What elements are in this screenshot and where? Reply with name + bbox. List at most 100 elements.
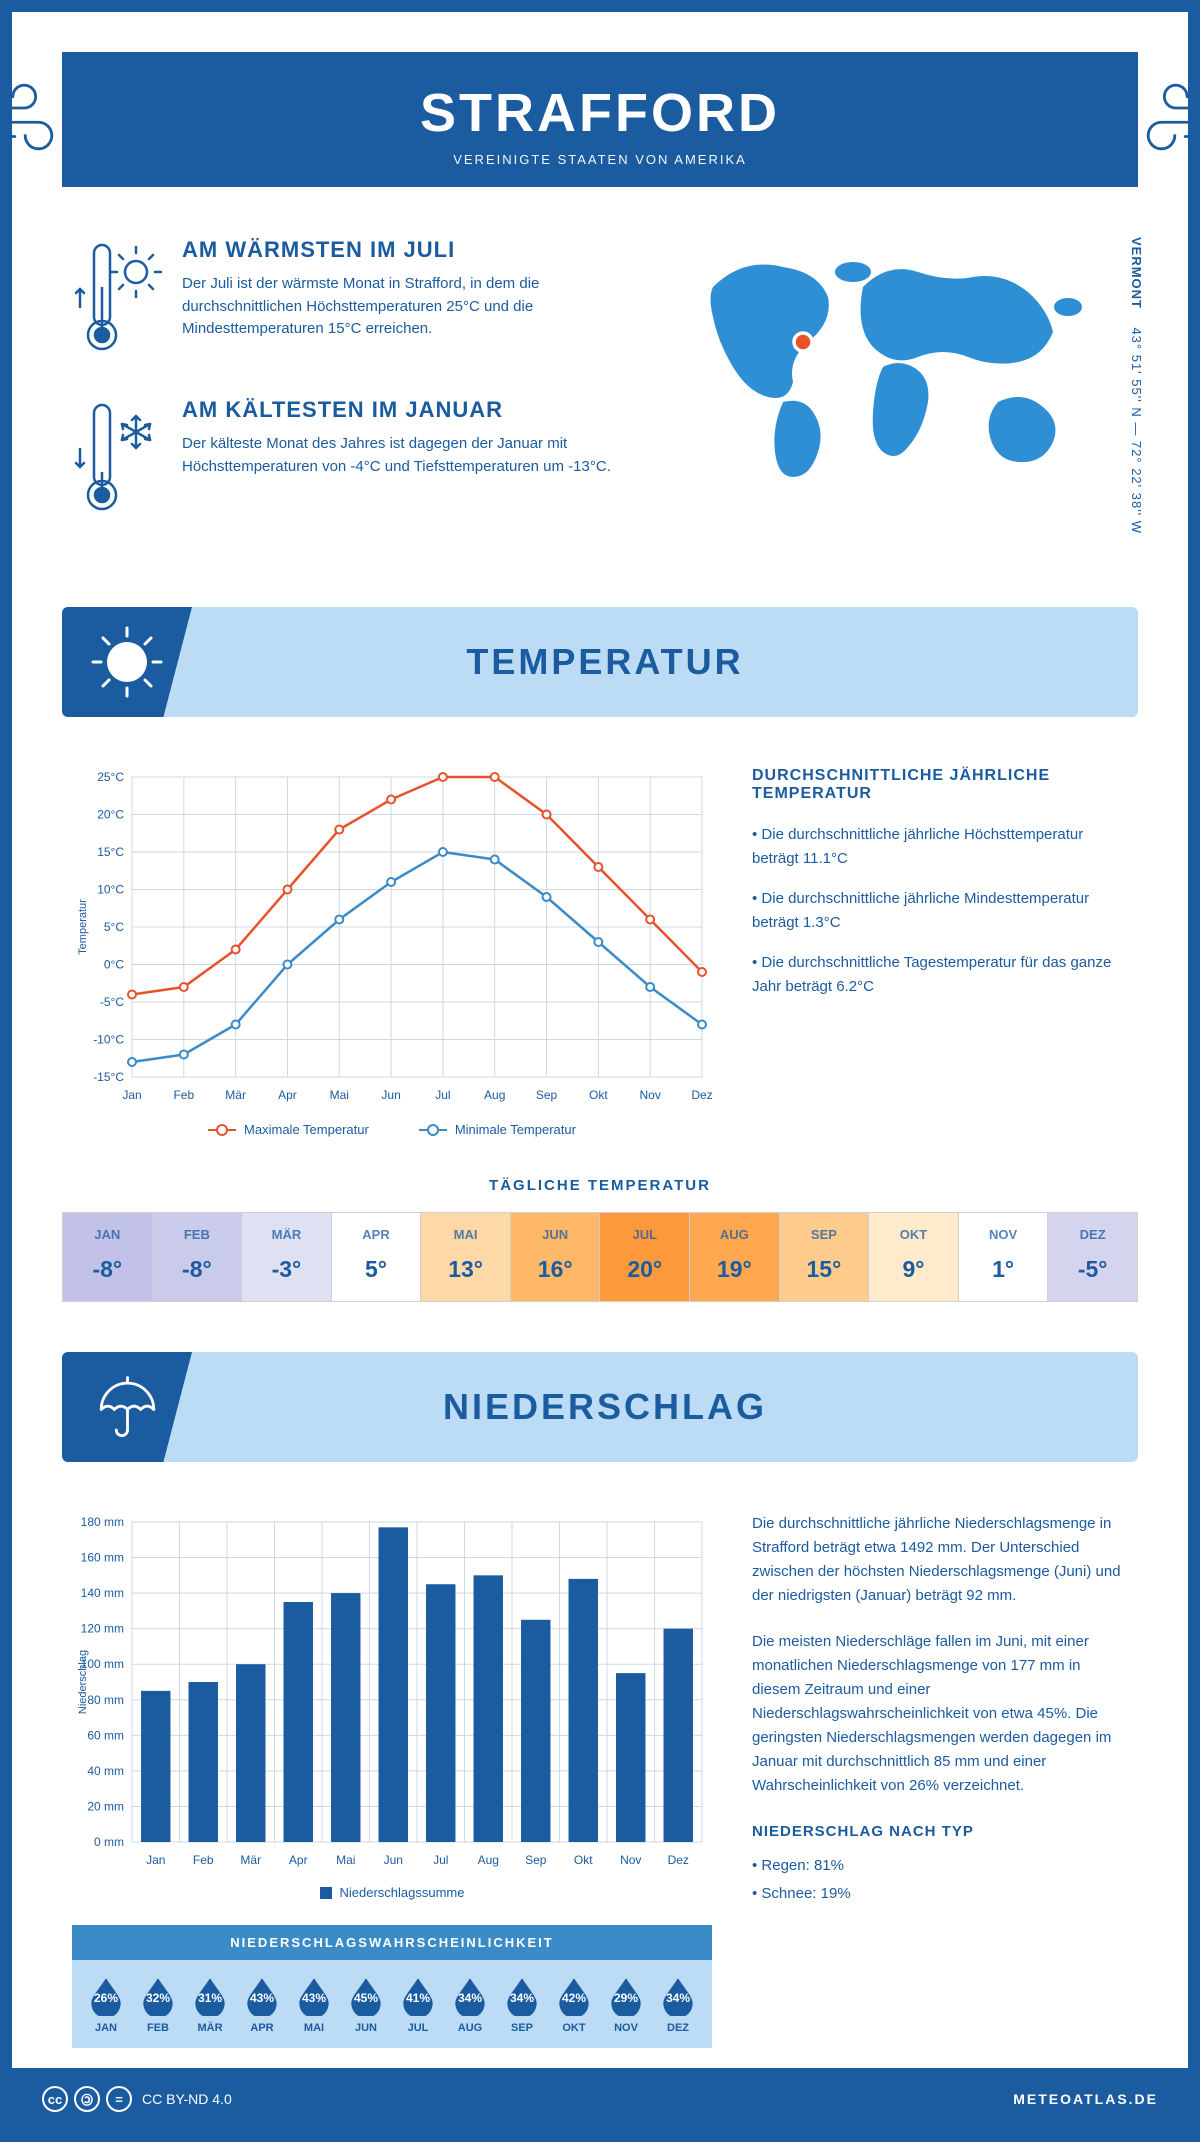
svg-text:Mär: Mär: [240, 1853, 261, 1867]
raindrop-icon: 31%: [189, 1974, 231, 2016]
svg-text:Temperatur: Temperatur: [77, 899, 89, 955]
svg-text:0 mm: 0 mm: [94, 1835, 124, 1849]
license-label: CC BY-ND 4.0: [142, 2091, 232, 2107]
prob-month: MAI: [288, 2022, 340, 2034]
raindrop-icon: 41%: [397, 1974, 439, 2016]
daily-month: FEB: [153, 1227, 242, 1242]
svg-text:Jan: Jan: [122, 1088, 141, 1102]
prob-month: OKT: [548, 2022, 600, 2034]
svg-text:Jun: Jun: [384, 1853, 403, 1867]
prob-cell: 34%DEZ: [652, 1974, 704, 2034]
svg-text:Apr: Apr: [278, 1088, 297, 1102]
svg-text:Sep: Sep: [525, 1853, 547, 1867]
precip-info: Die durchschnittliche jährliche Niedersc…: [752, 1512, 1128, 2048]
prob-cell: 43% MAI: [288, 1974, 340, 2034]
svg-text:40 mm: 40 mm: [87, 1764, 124, 1778]
precip-p1: Die durchschnittliche jährliche Niedersc…: [752, 1512, 1128, 1608]
prob-cell: 42%OKT: [548, 1974, 600, 2034]
daily-month: MAI: [421, 1227, 510, 1242]
brand-label: METEOATLAS.DE: [1013, 2091, 1158, 2107]
precip-type-title: NIEDERSCHLAG NACH TYP: [752, 1820, 1128, 1844]
daily-value: -3°: [242, 1256, 331, 1283]
daily-value: 16°: [511, 1256, 600, 1283]
svg-text:Dez: Dez: [668, 1853, 689, 1867]
prob-value: 31%: [198, 1991, 222, 2005]
daily-value: 5°: [332, 1256, 421, 1283]
daily-month: DEZ: [1048, 1227, 1137, 1242]
svg-text:Mär: Mär: [225, 1088, 246, 1102]
nd-icon: =: [106, 2086, 132, 2112]
warmest-title: AM WÄRMSTEN IM JULI: [182, 237, 648, 263]
temp-bullet: • Die durchschnittliche Tagestemperatur …: [752, 951, 1128, 999]
prob-value: 32%: [146, 1991, 170, 2005]
raindrop-icon: 45%: [345, 1974, 387, 2016]
temperature-title: TEMPERATUR: [192, 641, 1138, 683]
sun-icon: [62, 607, 192, 717]
thermometer-snow-icon: [72, 397, 162, 522]
temperature-chart: -15°C-10°C-5°C0°C5°C10°C15°C20°C25°CJanF…: [72, 767, 712, 1137]
daily-cell: OKT9°: [869, 1213, 959, 1301]
coldest-text: Der kälteste Monat des Jahres ist dagege…: [182, 433, 648, 478]
precip-p2: Die meisten Niederschläge fallen im Juni…: [752, 1630, 1128, 1798]
region-label: VERMONT: [1129, 237, 1144, 309]
svg-text:180 mm: 180 mm: [81, 1515, 124, 1529]
prob-cell: 43%APR: [236, 1974, 288, 2034]
daily-month: JUL: [600, 1227, 689, 1242]
world-map: VERMONT 43° 51' 55'' N — 72° 22' 38'' W: [688, 237, 1128, 557]
umbrella-icon: [62, 1352, 192, 1462]
temp-side-title: DURCHSCHNITTLICHE JÄHRLICHE TEMPERATUR: [752, 767, 1128, 803]
prob-cell: 45%JUN: [340, 1974, 392, 2034]
legend-max-label: Maximale Temperatur: [244, 1122, 369, 1137]
prob-value: 34%: [510, 1991, 534, 2005]
daily-month: NOV: [959, 1227, 1048, 1242]
temp-annual-info: DURCHSCHNITTLICHE JÄHRLICHE TEMPERATUR •…: [752, 767, 1128, 1137]
prob-value: 29%: [614, 1991, 638, 2005]
prob-value: 43%: [302, 1991, 326, 2005]
svg-text:Mai: Mai: [330, 1088, 349, 1102]
daily-month: SEP: [780, 1227, 869, 1242]
raindrop-icon: 34%: [657, 1974, 699, 2016]
temperature-banner: TEMPERATUR: [62, 607, 1138, 717]
daily-temp-title: TÄGLICHE TEMPERATUR: [12, 1177, 1188, 1194]
svg-text:Feb: Feb: [193, 1853, 214, 1867]
prob-value: 34%: [666, 1991, 690, 2005]
thermometer-sun-icon: [72, 237, 162, 362]
prob-cell: 34%AUG: [444, 1974, 496, 2034]
legend-min-label: Minimale Temperatur: [455, 1122, 576, 1137]
prob-value: 34%: [458, 1991, 482, 2005]
svg-text:80 mm: 80 mm: [87, 1693, 124, 1707]
svg-text:140 mm: 140 mm: [81, 1586, 124, 1600]
temp-bullet: • Die durchschnittliche jährliche Höchst…: [752, 823, 1128, 871]
coords-value: 43° 51' 55'' N — 72° 22' 38'' W: [1129, 327, 1144, 534]
daily-value: 13°: [421, 1256, 510, 1283]
prob-cell: 29%NOV: [600, 1974, 652, 2034]
daily-cell: MÄR -3°: [242, 1213, 332, 1301]
precip-rain: • Regen: 81%: [752, 1854, 1128, 1878]
svg-text:Nov: Nov: [620, 1853, 641, 1867]
svg-text:5°C: 5°C: [104, 920, 124, 934]
raindrop-icon: 26%: [85, 1974, 127, 2016]
prob-value: 26%: [94, 1991, 118, 2005]
raindrop-icon: 34%: [501, 1974, 543, 2016]
svg-text:Niederschlag: Niederschlag: [77, 1650, 89, 1714]
svg-text:Aug: Aug: [484, 1088, 505, 1102]
prob-cell: 26%JAN: [80, 1974, 132, 2034]
daily-value: 15°: [780, 1256, 869, 1283]
header: STRAFFORD VEREINIGTE STAATEN VON AMERIKA: [62, 52, 1138, 187]
temp-legend: Maximale Temperatur Minimale Temperatur: [72, 1122, 712, 1137]
warmest-text: Der Juli ist der wärmste Monat in Straff…: [182, 273, 648, 341]
by-icon: 🄯: [74, 2086, 100, 2112]
prob-value: 43%: [250, 1991, 274, 2005]
precip-snow: • Schnee: 19%: [752, 1882, 1128, 1906]
summary-row: AM WÄRMSTEN IM JULI Der Juli ist der wär…: [12, 187, 1188, 587]
svg-text:160 mm: 160 mm: [81, 1551, 124, 1565]
raindrop-icon: 34%: [449, 1974, 491, 2016]
daily-cell: MAI 13°: [421, 1213, 511, 1301]
daily-value: -8°: [153, 1256, 242, 1283]
svg-text:Okt: Okt: [589, 1088, 608, 1102]
daily-month: MÄR: [242, 1227, 331, 1242]
daily-value: 9°: [869, 1256, 958, 1283]
daily-value: -8°: [63, 1256, 152, 1283]
svg-text:25°C: 25°C: [97, 770, 124, 784]
daily-cell: FEB -8°: [153, 1213, 243, 1301]
